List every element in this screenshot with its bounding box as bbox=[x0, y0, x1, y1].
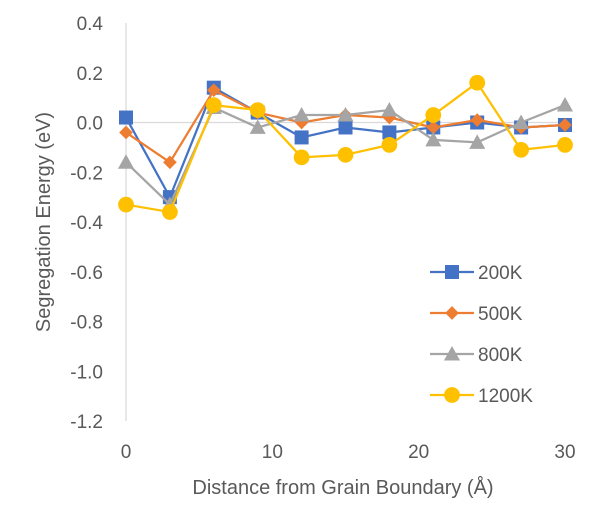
y-axis-title: Segregation Energy (eV) bbox=[33, 112, 55, 332]
y-tick-label: 0.2 bbox=[77, 64, 103, 85]
y-tick-label: -0.2 bbox=[70, 163, 103, 184]
data-point-square bbox=[445, 265, 459, 279]
data-point-triangle bbox=[443, 345, 461, 361]
data-point-circle bbox=[469, 74, 486, 91]
data-point-square bbox=[119, 110, 133, 125]
y-tick-label: 0.4 bbox=[77, 14, 104, 35]
x-tick-label: 20 bbox=[408, 442, 429, 463]
data-point-circle bbox=[249, 102, 266, 118]
data-point-triangle bbox=[117, 154, 135, 169]
x-tick-label: 0 bbox=[121, 442, 132, 463]
data-point-diamond bbox=[163, 155, 177, 170]
legend: 200K 500K 800K 1200K bbox=[430, 263, 533, 407]
series-line bbox=[125, 86, 566, 199]
data-point-circle bbox=[381, 137, 398, 153]
series-1200k bbox=[118, 74, 573, 220]
data-point-triangle bbox=[513, 114, 530, 129]
data-point-triangle bbox=[425, 131, 442, 147]
data-point-circle bbox=[444, 387, 460, 403]
data-point-square bbox=[294, 130, 309, 145]
y-tick-label: -0.4 bbox=[70, 213, 103, 234]
data-point-circle bbox=[337, 146, 354, 163]
tick-labels: 0.4 0.2 0.0 -0.2 -0.4 -0.6 -0.8 -1.0 -1.2 0 10 20 30 bbox=[70, 14, 575, 463]
legend-label: 200K bbox=[478, 263, 523, 284]
data-point-triangle bbox=[293, 106, 310, 122]
data-point-circle bbox=[557, 137, 573, 153]
data-point-triangle bbox=[556, 97, 574, 112]
data-point-circle bbox=[513, 141, 529, 158]
data-point-diamond bbox=[426, 120, 441, 135]
y-tick-label: -0.6 bbox=[70, 263, 103, 284]
data-point-circle bbox=[293, 149, 310, 166]
data-point-diamond bbox=[119, 125, 133, 140]
x-axis-title: Distance from Grain Boundary (Å) bbox=[192, 476, 493, 499]
x-tick-label: 30 bbox=[554, 442, 575, 463]
data-point-diamond bbox=[445, 306, 459, 320]
y-tick-label: 0.0 bbox=[77, 114, 103, 135]
data-point-square bbox=[338, 120, 353, 135]
y-tick-label: -1.0 bbox=[70, 362, 103, 383]
data-point-square bbox=[382, 125, 397, 140]
data-point-triangle bbox=[469, 134, 486, 149]
data-point-triangle bbox=[249, 119, 266, 134]
data-point-triangle bbox=[381, 102, 398, 117]
legend-label: 800K bbox=[478, 345, 523, 366]
series-group bbox=[117, 74, 574, 220]
data-point-diamond bbox=[470, 113, 485, 127]
data-point-diamond bbox=[206, 83, 221, 97]
legend-label: 500K bbox=[478, 304, 523, 325]
data-point-circle bbox=[425, 107, 442, 123]
data-point-circle bbox=[162, 204, 178, 220]
y-tick-label: -1.2 bbox=[70, 412, 103, 433]
legend-item-800k: 800K bbox=[430, 345, 523, 366]
legend-item-1200k: 1200K bbox=[430, 386, 533, 407]
data-point-diamond bbox=[558, 118, 572, 132]
data-point-triangle bbox=[337, 106, 354, 122]
x-tick-label: 10 bbox=[262, 442, 283, 463]
legend-item-500k: 500K bbox=[430, 304, 523, 325]
series-200k bbox=[119, 80, 572, 205]
legend-label: 1200K bbox=[478, 386, 533, 407]
data-point-circle bbox=[205, 97, 222, 113]
legend-item-200k: 200K bbox=[430, 263, 523, 284]
data-point-circle bbox=[118, 196, 134, 213]
y-tick-label: -0.8 bbox=[70, 313, 103, 334]
